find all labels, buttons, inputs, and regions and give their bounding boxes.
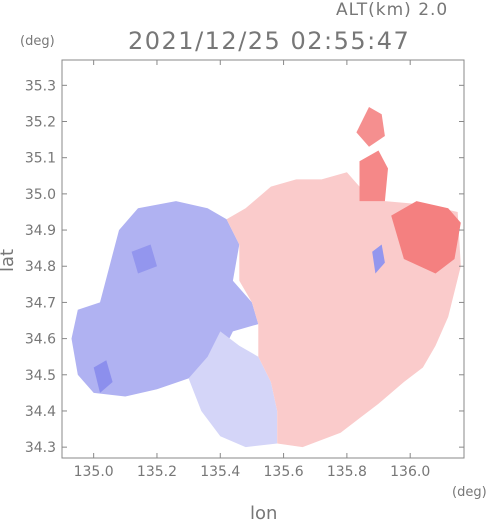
y-tick-label: 34.9: [25, 223, 56, 239]
y-tick-label: 35.2: [25, 115, 56, 131]
y-tick-label: 34.4: [25, 404, 56, 420]
positive-velocity-region-5: [356, 107, 385, 147]
positive-velocity-region-4: [391, 201, 461, 274]
x-tick-label: 135.0: [74, 464, 114, 480]
x-tick-label: 135.4: [200, 464, 240, 480]
y-tick-label: 34.6: [25, 332, 56, 348]
x-axis-label: lon: [250, 503, 278, 524]
y-tick-label: 35.3: [25, 78, 56, 94]
negative-velocity-region-7: [93, 360, 113, 393]
negative-velocity-region-1: [188, 331, 278, 448]
x-ticks: 135.0 135.2 135.4 135.6 135.8 136.0: [74, 60, 430, 480]
positive-velocity-region-3: [359, 150, 388, 202]
negative-velocity-region-8: [131, 244, 157, 274]
x-tick-label: 135.2: [137, 464, 177, 480]
x-axis-unit: (deg): [452, 485, 487, 500]
negative-velocity-region-6: [372, 244, 385, 274]
y-tick-label: 34.5: [25, 368, 56, 384]
data-regions: [71, 107, 461, 448]
negative-velocity-region-0: [71, 201, 259, 397]
timestamp-title: 2021/12/25 02:55:47: [128, 27, 411, 55]
x-tick-label: 135.8: [327, 464, 367, 480]
x-tick-label: 136.0: [390, 464, 430, 480]
x-tick-label: 135.6: [264, 464, 304, 480]
y-tick-label: 35.0: [25, 187, 56, 203]
y-ticks: 34.3 34.4 34.5 34.6 34.7 34.8 34.9 35.0 35.1 35.2…: [25, 78, 464, 456]
y-tick-label: 34.8: [25, 259, 56, 275]
y-tick-label: 34.7: [25, 295, 56, 311]
y-axis-unit: (deg): [20, 34, 55, 49]
y-tick-label: 35.1: [25, 151, 56, 167]
altitude-label: ALT(km) 2.0: [336, 0, 449, 20]
plot-frame: [61, 59, 465, 459]
y-tick-label: 34.3: [25, 440, 56, 456]
